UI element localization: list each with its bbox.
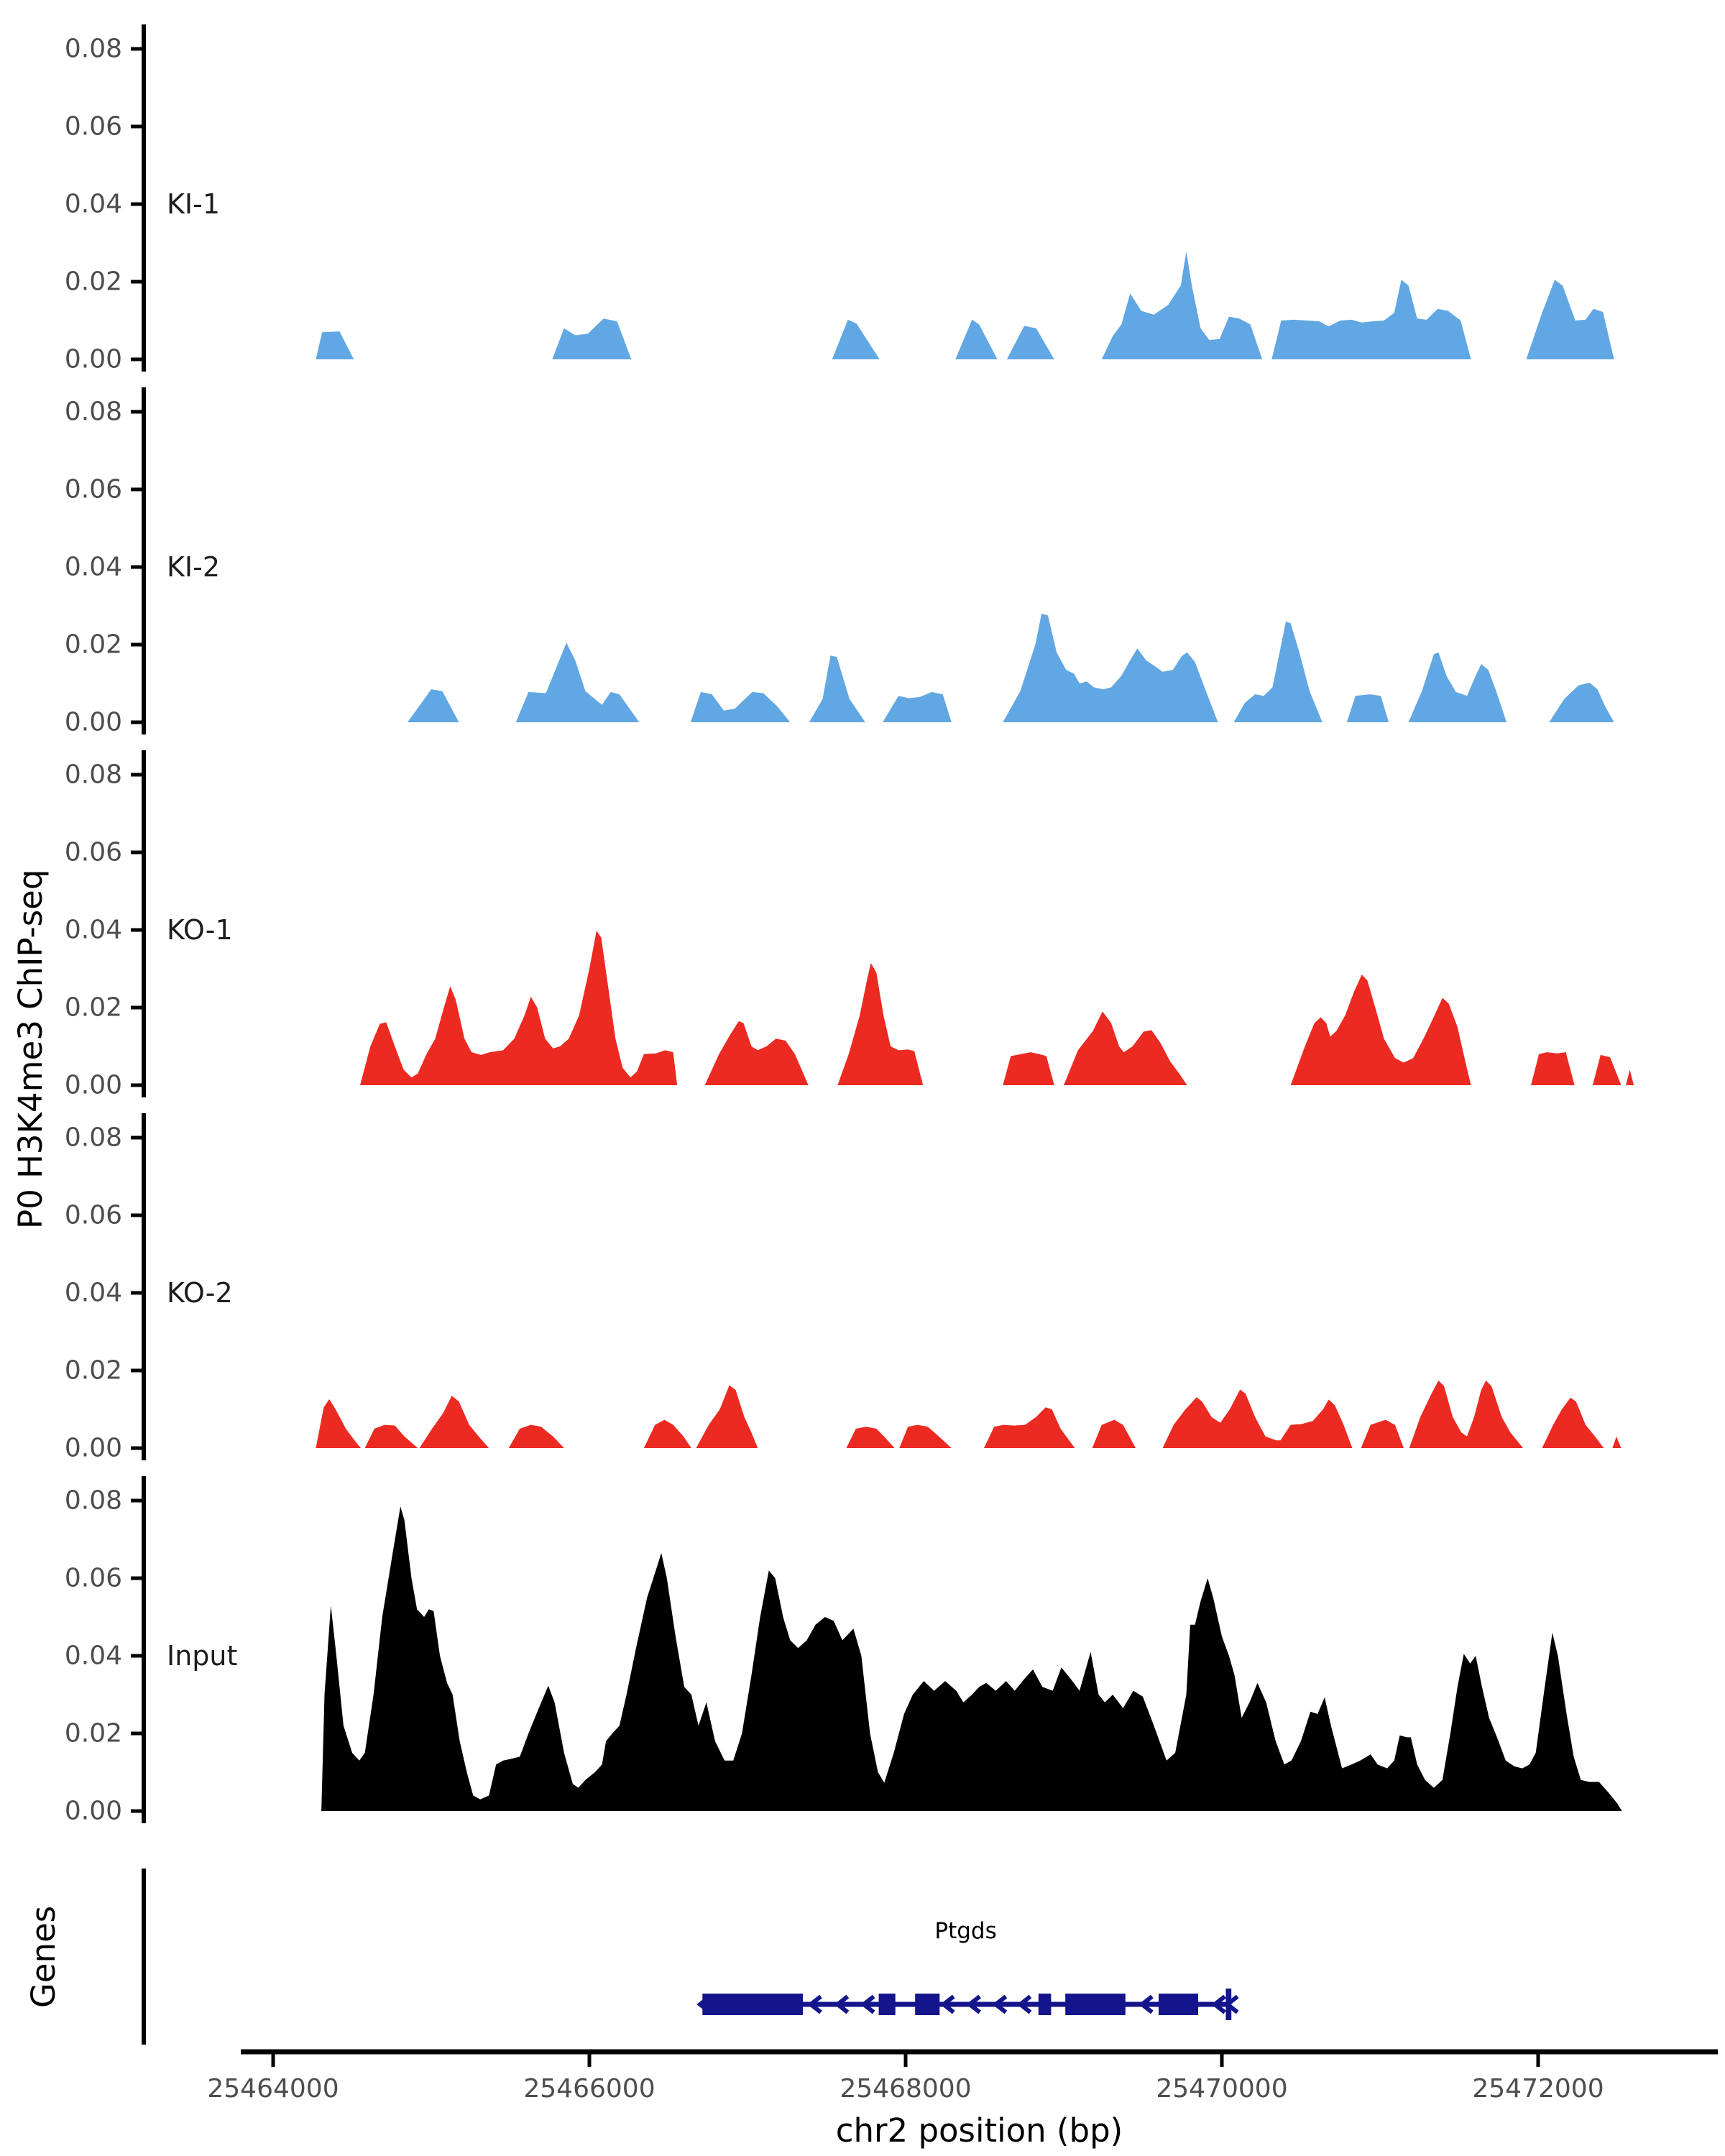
minus-strand-arrow-icon <box>1223 1994 1239 2014</box>
track-name-label: KI-2 <box>167 551 220 583</box>
y-tick-label: 0.06 <box>65 475 122 505</box>
coverage-area-KI-1 <box>316 251 1614 359</box>
y-tick-label: 0.06 <box>65 112 122 142</box>
gene-exon <box>1159 1994 1198 2015</box>
y-tick-label: 0.08 <box>65 397 122 427</box>
y-tick-label: 0.06 <box>65 1564 122 1593</box>
track-name-label: KO-1 <box>167 914 233 946</box>
y-tick-label: 0.02 <box>65 630 122 660</box>
y-tick-label: 0.08 <box>65 34 122 64</box>
minus-strand-arrow-icon <box>939 1994 955 2014</box>
x-tick-label: 25472000 <box>1472 2074 1604 2104</box>
signal-track-KO-2: 0.00 0.02 0.04 0.06 0.08 KO-2 <box>65 1113 1622 1463</box>
gene-track: Ptgds <box>142 1869 1239 2045</box>
track-name-label: Input <box>167 1640 237 1672</box>
coverage-area-KO-2 <box>316 1381 1622 1448</box>
gene-name-label: Ptgds <box>934 1918 996 1944</box>
y-tick-label: 0.06 <box>65 838 122 867</box>
gene-exon <box>1065 1994 1126 2015</box>
y-tick-label: 0.00 <box>65 1434 122 1463</box>
coverage-area-KI-2 <box>408 613 1614 722</box>
y-tick-label: 0.02 <box>65 267 122 297</box>
y-tick-label: 0.00 <box>65 708 122 737</box>
y-tick-label: 0.08 <box>65 1486 122 1516</box>
y-tick-label: 0.02 <box>65 1719 122 1749</box>
y-tick-label: 0.04 <box>65 553 122 582</box>
y-tick-label: 0.08 <box>65 760 122 790</box>
y-tick-label: 0.00 <box>65 1071 122 1100</box>
gene-exon <box>915 1994 940 2015</box>
y-tick-label: 0.04 <box>65 190 122 219</box>
minus-strand-arrow-icon <box>860 1994 875 2014</box>
x-tick-label: 25466000 <box>523 2074 655 2104</box>
signal-track-KI-1: 0.00 0.02 0.04 0.06 0.08 KI-1 <box>65 24 1614 374</box>
minus-strand-arrow-icon <box>807 1994 822 2014</box>
x-tick-label: 25470000 <box>1156 2074 1287 2104</box>
minus-strand-arrow-icon <box>1016 1994 1032 2014</box>
x-tick-label: 25464000 <box>207 2074 339 2104</box>
coverage-area-KO-1 <box>360 931 1634 1085</box>
signal-track-KO-1: 0.00 0.02 0.04 0.06 0.08 KO-1 <box>65 750 1634 1100</box>
y-tick-label: 0.04 <box>65 1641 122 1671</box>
y-tick-label: 0.00 <box>65 345 122 374</box>
y-tick-label: 0.04 <box>65 916 122 945</box>
x-tick-label: 25468000 <box>840 2074 971 2104</box>
gene-exon <box>878 1994 896 2015</box>
minus-strand-arrow-icon <box>992 1994 1008 2014</box>
gene-exon <box>702 1994 803 2015</box>
minus-strand-arrow-icon <box>1211 1994 1226 2014</box>
y-tick-label: 0.08 <box>65 1123 122 1153</box>
signal-track-KI-2: 0.00 0.02 0.04 0.06 0.08 KI-2 <box>65 387 1614 737</box>
signal-track-Input: 0.00 0.02 0.04 0.06 0.08 Input <box>65 1476 1622 1826</box>
y-tick-label: 0.00 <box>65 1797 122 1826</box>
gene-exon <box>1038 1994 1052 2015</box>
minus-strand-arrow-icon <box>834 1994 850 2014</box>
minus-strand-arrow-icon <box>966 1994 981 2014</box>
y-tick-label: 0.02 <box>65 993 122 1023</box>
track-name-label: KO-2 <box>167 1277 233 1309</box>
minus-strand-arrow-icon <box>696 1994 712 2014</box>
track-name-label: KI-1 <box>167 188 220 220</box>
y-tick-label: 0.02 <box>65 1356 122 1386</box>
y-tick-label: 0.04 <box>65 1279 122 1308</box>
x-axis-title: chr2 position (bp) <box>836 2111 1123 2150</box>
minus-strand-arrow-icon <box>1138 1994 1154 2014</box>
y-tick-label: 0.06 <box>65 1201 122 1230</box>
x-axis: 25464000 25466000 25468000 25470000 25472000… <box>207 2049 1718 2150</box>
coverage-area-Input <box>321 1506 1622 1811</box>
